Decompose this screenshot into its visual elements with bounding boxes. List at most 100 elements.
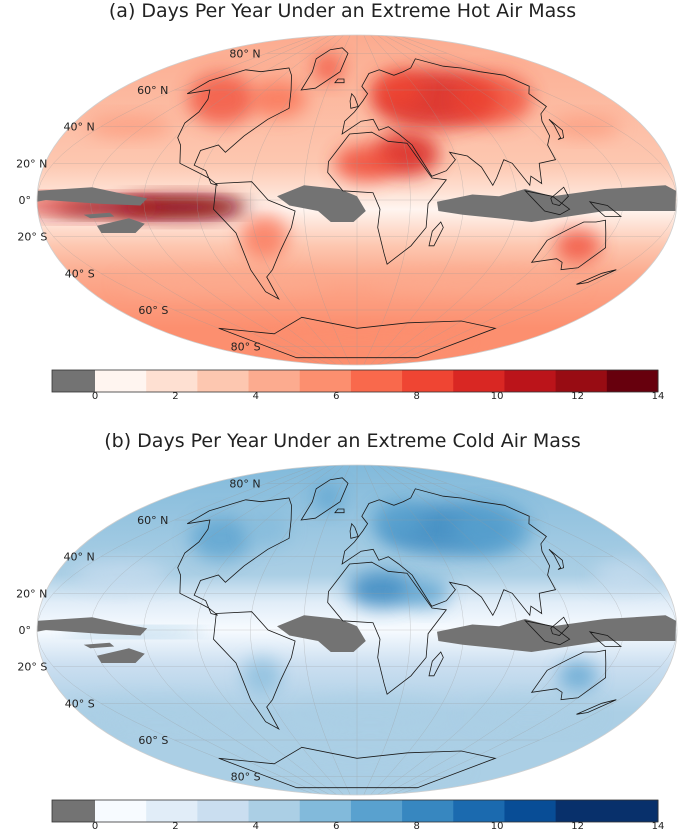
colorbar-swatch [606, 370, 659, 392]
coastline-eurasia [341, 488, 557, 617]
graticule-meridian [250, 465, 344, 795]
latitude-label: 40° N [64, 121, 95, 134]
coastline-greenland [300, 47, 349, 91]
missing-data-region [83, 642, 115, 649]
latitude-label: 60° N [137, 514, 168, 527]
colorbar-swatch [248, 370, 301, 392]
coastline-africa [327, 131, 448, 265]
graticule-meridian [37, 465, 317, 795]
missing-data-region [97, 648, 145, 663]
colorbar-swatch [197, 370, 250, 392]
colorbar-tick-label: 12 [571, 821, 584, 832]
colorbar-tick-label: 8 [414, 391, 420, 402]
map-outline [36, 34, 678, 366]
latitude-label: 60° S [138, 734, 168, 747]
colorbar-swatch [248, 800, 301, 822]
intensity-blob [348, 571, 416, 608]
colorbar-swatch [555, 800, 608, 822]
map-area [37, 35, 677, 365]
missing-data-region [37, 187, 148, 206]
colorbar-tick-label: 12 [571, 391, 584, 402]
latitude-label: 0° [19, 624, 32, 637]
graticule-meridian [37, 35, 317, 365]
latitude-label: 20° N [16, 587, 47, 600]
graticule-meridian [363, 465, 411, 795]
colorbar-swatch [504, 800, 557, 822]
cold-air-mass-map: 80° N 60° N 40° N 20° N 0° 20° S 40° S 60° S 80°… [16, 464, 678, 832]
coastline-madagascar [428, 221, 444, 247]
coastline-namerica [177, 497, 292, 616]
colorbar-swatch [350, 800, 403, 822]
panel-hot: (a) Days Per Year Under an Extreme Hot A… [0, 0, 685, 410]
colorbar-tick-label: 2 [172, 821, 178, 832]
intensity-blob [314, 483, 343, 513]
missing-data-region [437, 185, 676, 222]
latitude-label: 80° N [229, 47, 260, 60]
coastline-borneo [550, 186, 569, 206]
intensity-blob [593, 560, 657, 590]
map-area [37, 465, 677, 795]
latitude-label: 80° S [231, 771, 261, 784]
coastlines [177, 47, 623, 359]
latitude-label: 60° S [138, 304, 168, 317]
intensity-blob [242, 657, 282, 695]
missing-data-region [277, 615, 366, 652]
colorbar-tick-label: 8 [414, 821, 420, 832]
coastline-iceland [334, 78, 345, 84]
colorbar-missing-swatch [52, 800, 95, 822]
colorbar-tick-label: 6 [333, 821, 339, 832]
missing-data-region [97, 218, 145, 233]
latitude-label: 20° S [17, 231, 47, 244]
colorbar-tick-label: 4 [253, 391, 259, 402]
latitude-label: 20° S [17, 661, 47, 674]
coastline-borneo [550, 616, 569, 636]
colorbar-swatch [146, 800, 198, 822]
colorbar-swatch [555, 370, 608, 392]
coastline-indonesia [524, 620, 571, 646]
colorbar-swatch [453, 370, 505, 392]
colorbar-missing-swatch [52, 370, 95, 392]
latitude-label: 40° S [65, 697, 95, 710]
graticule-meridian [250, 35, 344, 365]
colorbar-swatch [299, 800, 352, 822]
panel-cold: (b) Days Per Year Under an Extreme Cold … [0, 430, 685, 840]
coastline-japan [548, 118, 565, 140]
graticule-meridian [363, 35, 411, 365]
missing-data-region [37, 617, 148, 636]
graticule [37, 465, 677, 795]
colorbar-tick-label: 0 [92, 391, 98, 402]
latitude-label: 40° N [64, 551, 95, 564]
coastline-antarctica [218, 316, 497, 359]
missing-data-region [437, 615, 676, 652]
colorbar-swatch [606, 800, 659, 822]
coastline-samerica [213, 181, 296, 301]
latitude-label: 0° [19, 194, 32, 207]
intensity-blob [290, 697, 451, 728]
latitude-label: 80° S [231, 341, 261, 354]
coastline-eurasia [341, 58, 557, 187]
missing-data-region [277, 185, 366, 222]
colorbar-tick-label: 10 [491, 821, 504, 832]
colorbar: 0 2 4 6 8 10 12 14 [51, 799, 665, 832]
colorbar-tick-label: 4 [253, 821, 259, 832]
intensity-blob [116, 271, 331, 294]
intensity-blob [249, 80, 307, 118]
colorbar-tick-label: 0 [92, 821, 98, 832]
coastline-antarctica [218, 746, 497, 789]
latitude-label: 60° N [137, 84, 168, 97]
intensity-blob [555, 229, 601, 263]
intensity-blob [314, 53, 343, 83]
missing-data-region [83, 212, 115, 219]
coastline-madagascar [428, 651, 444, 677]
colorbar-swatch [350, 370, 403, 392]
colorbar-swatch [402, 370, 454, 392]
colorbar-tick-label: 6 [333, 391, 339, 402]
colorbar-swatch [95, 370, 147, 392]
coastline-uk [349, 92, 359, 109]
colorbar-tick-label: 14 [652, 391, 665, 402]
colorbar-swatch [146, 370, 198, 392]
intensity-blob [463, 697, 598, 728]
panel-title: (b) Days Per Year Under an Extreme Cold … [104, 430, 581, 452]
coastline-samerica [213, 611, 296, 731]
colorbar-tick-label: 14 [652, 821, 665, 832]
